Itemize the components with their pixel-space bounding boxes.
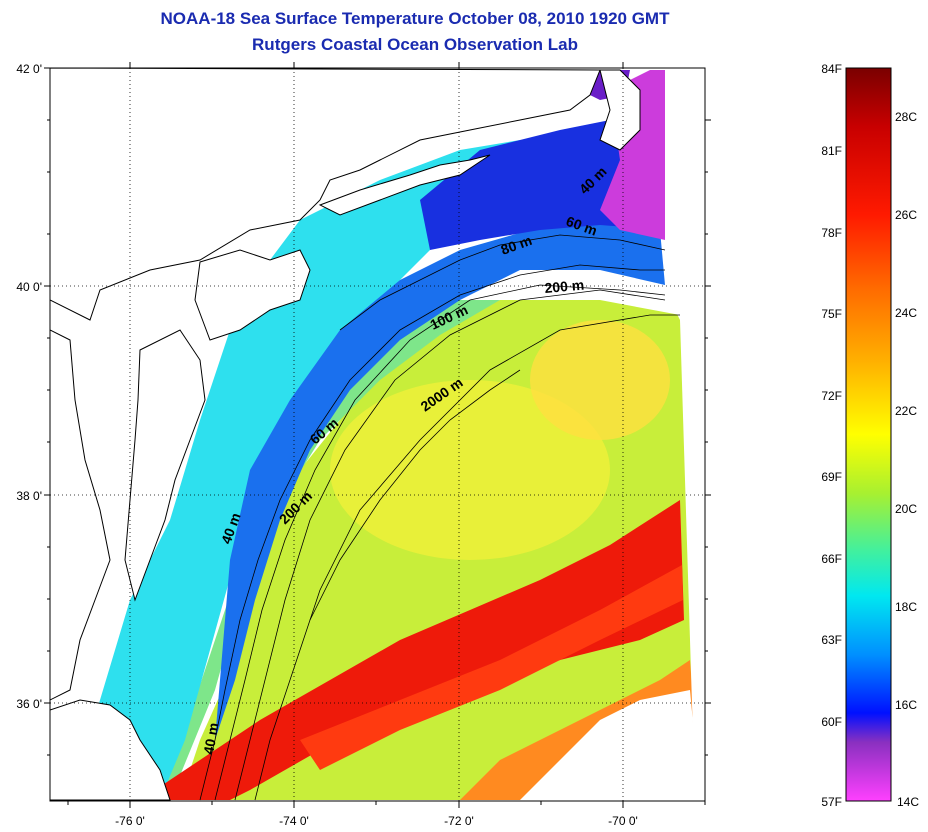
sst-shelf-cyan <box>70 140 520 800</box>
lon-label: -76 0' <box>115 814 145 828</box>
contour-label: 40 m <box>200 721 221 755</box>
lat-label: 40 0' <box>16 280 42 294</box>
sst-gulf-stream-core <box>300 565 683 770</box>
colorbar-f-label: 81F <box>821 144 842 158</box>
colorbar <box>845 67 892 802</box>
lon-label: -74 0' <box>279 814 309 828</box>
land-cape-cod <box>599 69 641 151</box>
land-delmarva <box>124 329 206 602</box>
colorbar-c-label: 28C <box>895 110 917 124</box>
colorbar-f-label: 78F <box>821 226 842 240</box>
colorbar-c-label: 14C <box>897 795 919 809</box>
sst-map: 40 m 60 m 80 m 200 m 100 m 2000 m 60 m 4… <box>50 68 705 801</box>
colorbar-f-label: 60F <box>821 715 842 729</box>
lat-label: 42 0' <box>16 62 42 76</box>
colorbar-c-label: 20C <box>895 502 917 516</box>
land-delmarva-west <box>50 329 111 701</box>
sst-yellow-east <box>530 320 670 440</box>
lat-label: 36 0' <box>16 697 42 711</box>
sst-shelf-blue <box>215 220 665 740</box>
chart-subtitle: Rutgers Coastal Ocean Observation Lab <box>252 35 578 54</box>
map-frame <box>49 67 706 802</box>
colorbar-f-label: 75F <box>821 307 842 321</box>
colorbar-c-labels: 28C 26C 24C 22C 20C 18C 16C 14C <box>895 110 919 809</box>
colorbar-c-label: 22C <box>895 404 917 418</box>
lon-label: -70 0' <box>608 814 638 828</box>
lat-labels: 42 0' 40 0' 38 0' 36 0' <box>16 62 42 711</box>
land-nj <box>194 249 311 341</box>
tick-marks <box>44 62 711 808</box>
no-data-east <box>665 70 705 800</box>
colorbar-f-label: 84F <box>821 62 842 76</box>
colorbar-c-label: 26C <box>895 208 917 222</box>
colorbar-f-label: 72F <box>821 389 842 403</box>
contour-label: 200 m <box>544 277 585 296</box>
lat-label: 38 0' <box>16 489 42 503</box>
lon-label: -72 0' <box>444 814 474 828</box>
no-data-cloud <box>520 690 700 800</box>
colorbar-f-label: 66F <box>821 552 842 566</box>
land-mainland <box>50 68 601 321</box>
sst-gulf-stream <box>140 500 684 800</box>
chart-title: NOAA-18 Sea Surface Temperature October … <box>160 9 670 28</box>
sst-yellow-core <box>330 380 610 560</box>
land-long-island <box>318 154 491 216</box>
colorbar-c-label: 24C <box>895 306 917 320</box>
lon-labels: -76 0' -74 0' -72 0' -70 0' <box>115 814 638 828</box>
sst-gulf-of-maine-blue <box>420 120 665 250</box>
colorbar-c-label: 18C <box>895 600 917 614</box>
depth-contours <box>199 234 680 801</box>
colorbar-f-labels: 84F 81F 78F 75F 72F 69F 66F 63F 60F 57F <box>821 62 842 809</box>
land-carolina <box>50 699 171 801</box>
colorbar-f-label: 57F <box>821 795 842 809</box>
colorbar-f-label: 69F <box>821 470 842 484</box>
colorbar-f-label: 63F <box>821 633 842 647</box>
colorbar-c-label: 16C <box>895 698 917 712</box>
